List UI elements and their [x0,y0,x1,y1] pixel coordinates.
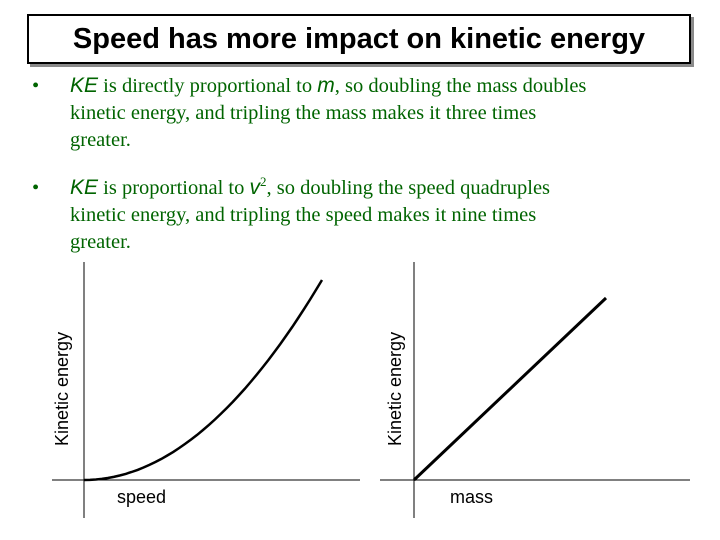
bullet-mass-line-3: greater. [70,129,131,151]
bullet-marker: • [32,177,40,199]
chart-speed: speed Kinetic energy [52,262,360,518]
bullet-mass-line-1: • KE is directly proportional to m, so do… [32,72,700,100]
bullet-speed-line-2: kinetic energy, and tripling the speed m… [70,204,537,226]
ke-vs-mass-line [412,296,608,482]
mass-chart-y-label: Kinetic energy [385,332,405,446]
mass-chart-x-label: mass [450,487,493,507]
speed-chart-y-label: Kinetic energy [52,332,72,446]
exponent: 2 [259,174,267,190]
ke-symbol: KE [70,74,99,97]
speed-chart-x-label: speed [117,487,166,507]
mass-variable: m [317,74,335,97]
bullet-text: is proportional to [98,177,250,199]
chart-mass: mass Kinetic energy [380,262,690,518]
bullet-text: , so doubling the speed quadruples [266,177,551,199]
bullet-mass-line-2: kinetic energy, and tripling the mass ma… [70,102,537,124]
ke-vs-speed-curve [83,279,324,482]
bullet-text: , so doubling the mass doubles [334,75,587,97]
bullet-marker: • [32,75,40,97]
bullet-mass: • KE is directly proportional to m, so do… [32,72,700,154]
slide-title-box: Speed has more impact on kinetic energy [27,14,691,64]
bullet-speed-line-3: greater. [70,231,131,253]
bullet-text: is directly proportional to [98,75,318,97]
slide-title: Speed has more impact on kinetic energy [72,22,646,55]
speed-variable: v [249,176,260,199]
bullet-speed-line-1: • KE is proportional to v2, so doubling t… [32,174,700,202]
ke-symbol: KE [70,176,99,199]
bullet-speed: • KE is proportional to v2, so doubling t… [32,174,700,256]
